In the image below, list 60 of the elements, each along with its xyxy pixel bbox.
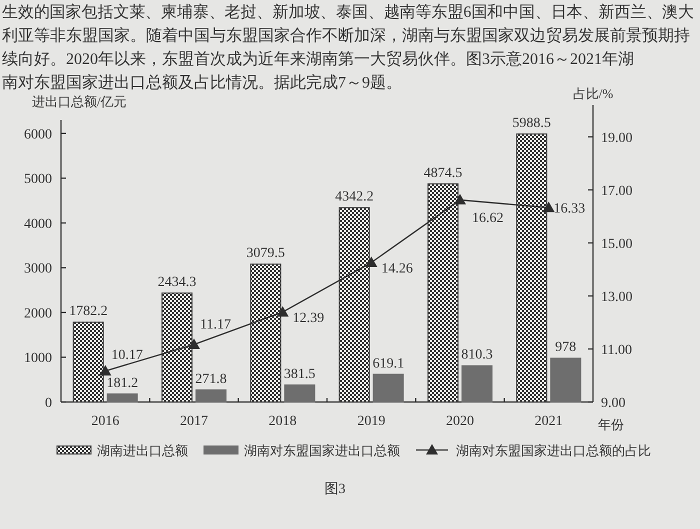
y2-tick-label: 13.00 — [601, 290, 632, 305]
data-label: 4342.2 — [335, 190, 374, 205]
x-tick-label: 2020 — [446, 414, 474, 429]
y2-tick-label: 9.00 — [601, 396, 626, 411]
data-label: 4874.5 — [424, 166, 462, 181]
point — [454, 194, 466, 204]
paragraph-line: 续向好。2020年以来，东盟首次成为近年来湖南第一大贸易伙伴。图3示意2016～2021年湖 — [2, 51, 634, 68]
data-label: 271.8 — [195, 372, 227, 387]
paragraph-line: 利亚等非东盟国家。随着中国与东盟国家合作不断加深，湖南与东盟国家双边贸易发展前景预期持 — [2, 28, 690, 44]
bar — [462, 365, 492, 402]
y2-tick-label: 19.00 — [601, 130, 632, 146]
y2-tick-label: 11.00 — [601, 342, 632, 358]
bar — [372, 374, 404, 402]
data-label: 978 — [555, 340, 576, 356]
y-tick-label: 5000 — [24, 172, 52, 188]
bar — [284, 384, 316, 402]
point — [188, 338, 200, 349]
data-label: 1782.2 — [69, 304, 108, 320]
x-tick-label: 2018 — [268, 414, 297, 429]
y2-axis-title: 占比/% — [572, 86, 614, 101]
data-label: 2434.3 — [158, 275, 196, 290]
y-axis-title: 进出口总额/亿元 — [32, 94, 127, 109]
point — [365, 256, 378, 268]
data-label: 16.62 — [472, 210, 504, 226]
bar — [106, 393, 138, 402]
data-label: 810.3 — [461, 348, 493, 363]
bar — [196, 389, 226, 402]
bar — [550, 358, 582, 402]
x-tick-label: 2021 — [534, 414, 563, 429]
point — [99, 364, 112, 376]
point — [276, 306, 289, 317]
y-tick-label: 6000 — [24, 127, 52, 142]
point — [542, 202, 555, 212]
y-tick-label: 4000 — [24, 216, 52, 232]
x-tick-label: 2017 — [180, 414, 208, 429]
legend-label: 湖南对东盟国家进出口总额的占比 — [456, 443, 651, 458]
data-label: 3079.5 — [246, 246, 285, 262]
data-label: 5988.5 — [512, 116, 551, 131]
data-label: 14.26 — [381, 262, 413, 277]
y-tick-label: 0 — [45, 396, 52, 411]
caption: 图3 — [324, 482, 346, 497]
paragraph-line: 南对东盟国家进出口总额及占比情况。据此完成7～9题。 — [2, 74, 402, 92]
data-label: 10.17 — [111, 348, 143, 363]
paragraph-line: 生效的国家包括文莱、柬埔寨、老挝、新加坡、泰国、越南等东盟6国和中国、日本、新西兰、澳大 — [2, 4, 698, 21]
legend-label: 湖南进出口总额 — [97, 443, 188, 458]
legend-label: 湖南对东盟国家进出口总额 — [244, 443, 400, 458]
y2-tick-label: 17.00 — [601, 184, 632, 199]
data-label: 12.39 — [292, 311, 324, 326]
data-label: 619.1 — [372, 356, 404, 372]
data-label: 181.2 — [106, 376, 138, 391]
data-label: 381.5 — [284, 366, 316, 382]
x-axis-title: 年份 — [598, 417, 624, 432]
x-tick-label: 2016 — [91, 414, 120, 429]
y-tick-label: 3000 — [24, 262, 52, 277]
data-label: 11.17 — [200, 317, 231, 332]
y-tick-label: 1000 — [24, 351, 52, 366]
y2-tick-label: 15.00 — [601, 236, 632, 252]
x-tick-label: 2019 — [357, 414, 386, 429]
y-tick-label: 2000 — [24, 306, 52, 322]
data-label: 16.33 — [554, 202, 586, 217]
